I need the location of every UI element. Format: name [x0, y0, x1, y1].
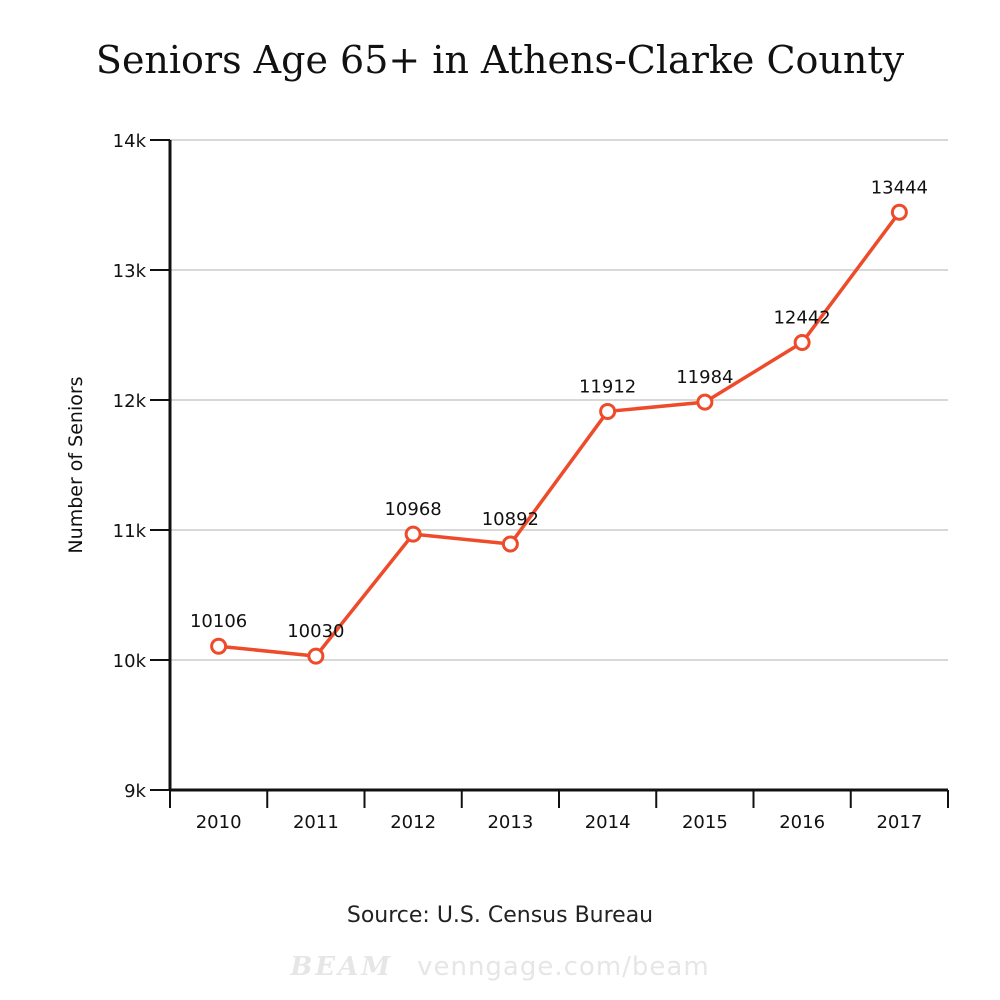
data-point	[501, 535, 519, 553]
data-label: 11912	[579, 376, 636, 397]
data-label: 13444	[871, 177, 928, 198]
data-label: 10030	[287, 621, 344, 642]
data-point	[404, 525, 422, 543]
chart-title: Seniors Age 65+ in Athens-Clarke County	[95, 38, 905, 82]
source-note: Source: U.S. Census Bureau	[346, 903, 654, 928]
data-point	[599, 402, 617, 420]
data-label: 12442	[773, 308, 830, 329]
y-tick-label: 9k	[124, 781, 146, 802]
x-tick-label: 2015	[682, 812, 728, 833]
data-point	[210, 637, 228, 655]
brand-url: venngage.com/beam	[417, 952, 710, 982]
y-axis-title: Number of Seniors	[65, 376, 87, 553]
data-label: 11984	[676, 367, 733, 388]
x-tick-label: 2017	[876, 812, 922, 833]
data-points	[210, 203, 908, 665]
x-tick-label: 2014	[585, 812, 631, 833]
gridlines	[170, 139, 948, 661]
y-tick-label: 12k	[113, 391, 147, 412]
x-tick-label: 2011	[293, 812, 339, 833]
data-point	[307, 647, 325, 665]
data-point	[696, 393, 714, 411]
brand-logo: BEAM	[290, 952, 394, 982]
data-labels: 10106 10030 10968 10892 11912 11984 12442 13444	[190, 177, 928, 642]
data-point	[890, 203, 908, 221]
watermark: BEAM venngage.com/beam	[0, 952, 1000, 982]
axes: 9k 10k 11k 12k 13k 14k 2010 2011 2012 2013 2014 201…	[113, 131, 949, 833]
y-tick-label: 11k	[113, 521, 147, 542]
series-line-layer	[218, 211, 901, 658]
x-tick-label: 2016	[779, 812, 825, 833]
data-point	[793, 334, 811, 352]
y-tick-label: 14k	[113, 131, 147, 152]
x-tick-label: 2013	[487, 812, 533, 833]
x-tick-label: 2012	[390, 812, 436, 833]
data-label: 10892	[482, 509, 539, 530]
y-tick-label: 10k	[113, 651, 147, 672]
data-label: 10106	[190, 611, 247, 632]
data-label: 10968	[384, 499, 441, 520]
series-line	[218, 211, 901, 658]
x-tick-label: 2010	[196, 812, 242, 833]
y-tick-label: 13k	[113, 261, 147, 282]
